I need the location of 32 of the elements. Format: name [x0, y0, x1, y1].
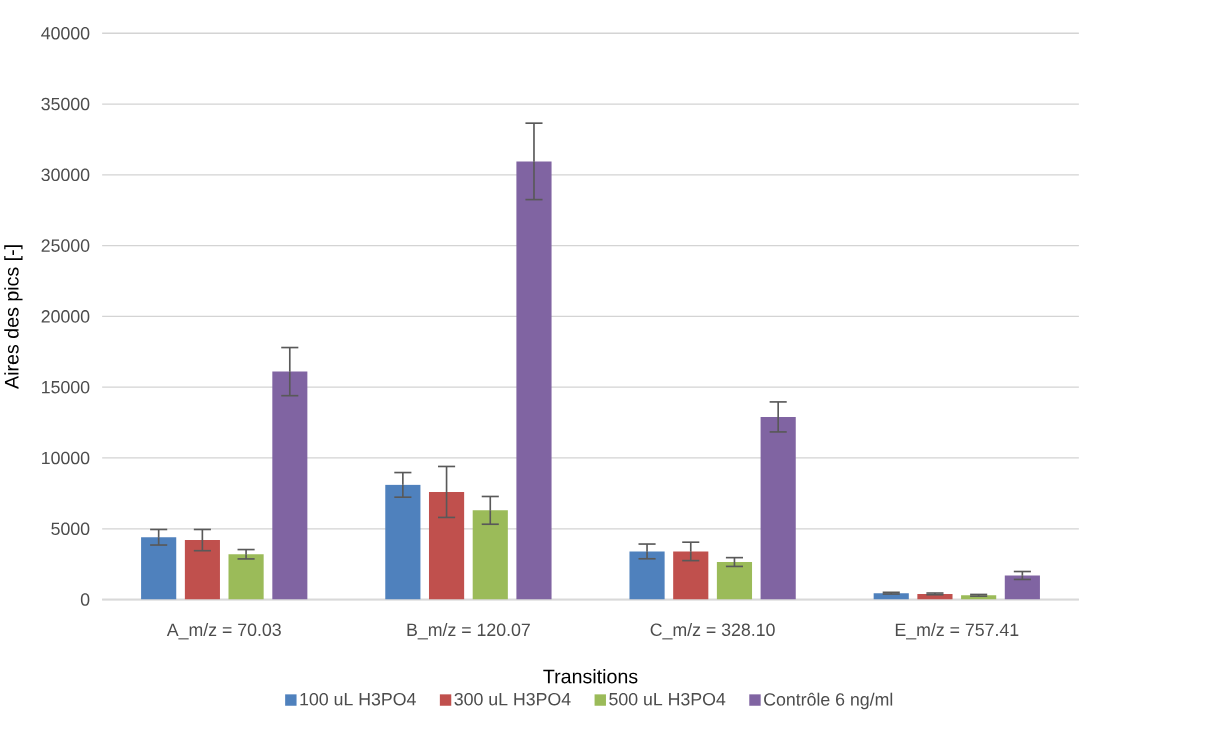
y-tick-label: 15000 [42, 381, 90, 394]
y-tick-label: 35000 [41, 97, 90, 111]
legend-label: 300 uL H3PO4 [454, 693, 571, 706]
y-tick-label: 20000 [41, 310, 90, 323]
bar [272, 371, 308, 600]
bar [629, 551, 665, 600]
bar [1004, 575, 1040, 600]
y-tick-label: 10000 [42, 451, 90, 465]
bar [141, 537, 177, 600]
y-axis-title: Aires des pics [-] [4, 245, 23, 390]
y-tick-label: 0 [80, 593, 90, 606]
bar [184, 540, 220, 600]
legend-label: 500 uL H3PO4 [609, 693, 726, 706]
bar [516, 161, 552, 600]
bar [228, 554, 264, 600]
bar [428, 492, 465, 600]
x-tick-label: C_m/z = 328.10 [650, 623, 775, 640]
legend-label: Contrôle 6 ng/ml [764, 692, 893, 710]
x-axis-title: Transitions [543, 669, 638, 684]
y-tick-label: 25000 [41, 239, 90, 253]
x-tick-label: B_m/z = 120.07 [407, 623, 530, 640]
bar [760, 417, 796, 600]
bar [673, 551, 709, 600]
y-tick-label: 40000 [41, 27, 90, 40]
y-tick-label: 5000 [51, 522, 90, 536]
legend-label: 100 uL H3PO4 [300, 693, 416, 706]
x-tick-label: A_m/z = 70.03 [166, 623, 281, 640]
bar [716, 562, 753, 600]
y-tick-label: 30000 [41, 168, 90, 182]
x-tick-label: E_m/z = 757.41 [895, 623, 1019, 640]
bar [385, 484, 421, 600]
bar [472, 510, 508, 600]
